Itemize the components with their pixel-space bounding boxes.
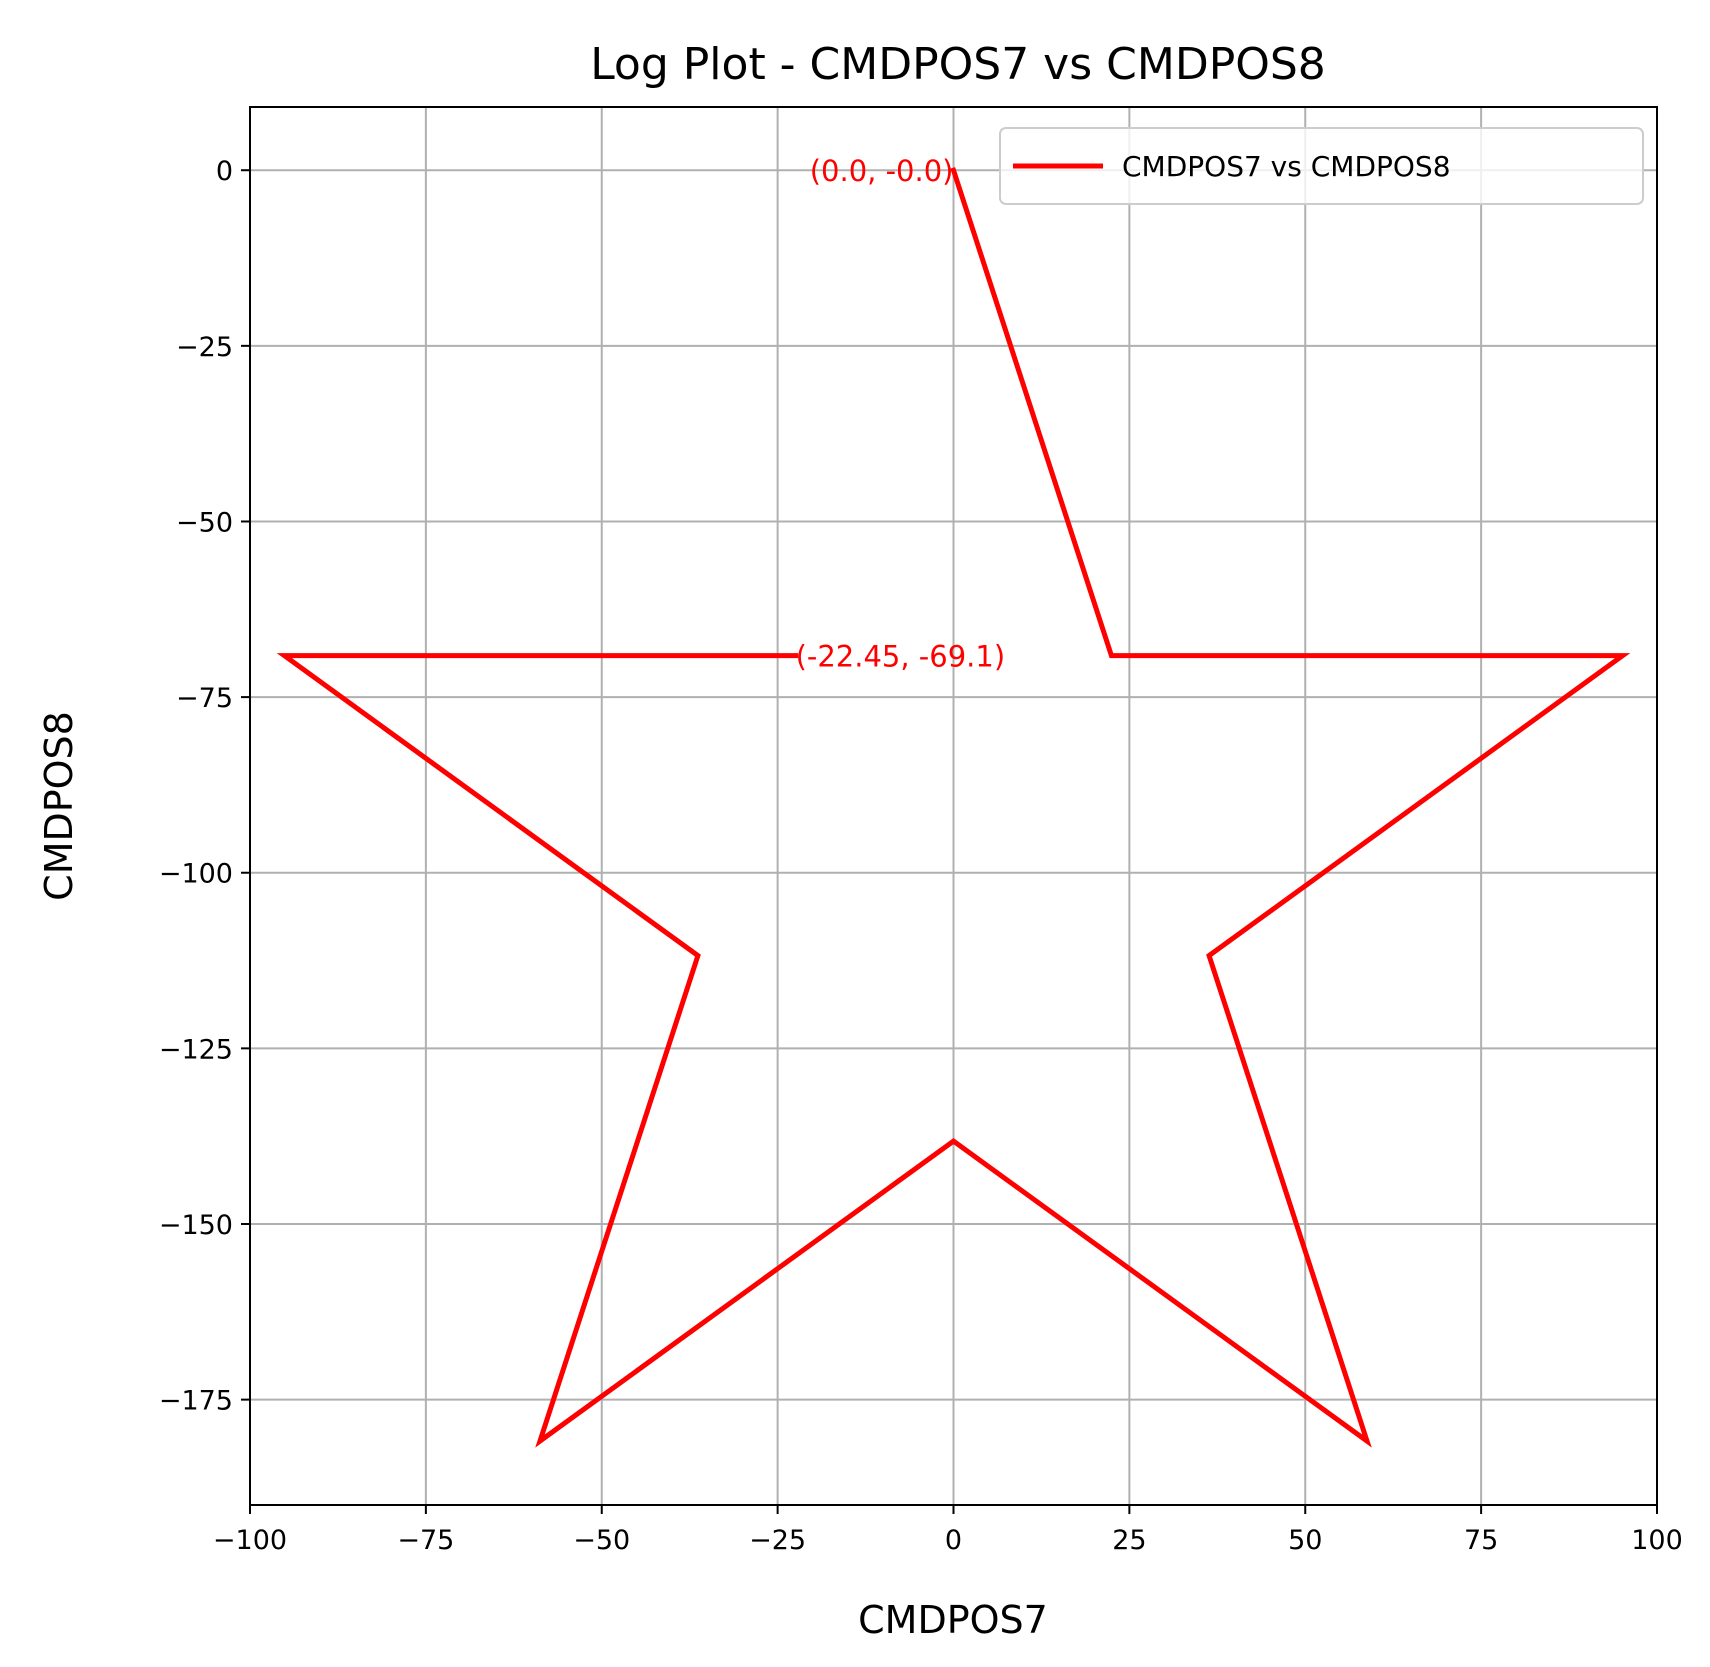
y-tick-label: −175 <box>159 1386 233 1417</box>
y-axis-label: CMDPOS8 <box>37 711 81 901</box>
chart-title: Log Plot - CMDPOS7 vs CMDPOS8 <box>590 39 1326 90</box>
axis-ticks: −100 −75 −50 −25 0 25 50 75 100 0 −25 −50 −75 −100 −12… <box>159 156 1683 1556</box>
x-tick-label: 50 <box>1288 1525 1322 1556</box>
x-tick-label: −25 <box>749 1525 806 1556</box>
point-annotation: (-22.45, -69.1) <box>796 640 1006 674</box>
series-line <box>276 167 1631 1448</box>
y-tick-label: −150 <box>159 1210 233 1241</box>
y-tick-label: 0 <box>216 156 233 187</box>
x-axis-label: CMDPOS7 <box>858 1598 1048 1642</box>
x-tick-label: 25 <box>1112 1525 1146 1556</box>
x-tick-label: 75 <box>1464 1525 1498 1556</box>
point-annotation: (0.0, -0.0) <box>810 154 954 188</box>
series-lines <box>276 167 1631 1448</box>
x-tick-label: 100 <box>1631 1525 1683 1556</box>
y-tick-label: −75 <box>176 683 233 714</box>
grid-lines <box>249 107 1658 1505</box>
legend-box <box>999 127 1644 205</box>
annotations: (0.0, -0.0) (-22.45, -69.1) <box>796 154 1006 673</box>
legend-label: CMDPOS7 vs CMDPOS8 <box>1122 150 1451 183</box>
y-tick-label: −125 <box>159 1034 233 1065</box>
x-tick-label: −100 <box>213 1525 287 1556</box>
x-tick-label: 0 <box>945 1525 962 1556</box>
y-tick-label: −50 <box>176 507 233 538</box>
y-tick-label: −25 <box>176 332 233 363</box>
legend: CMDPOS7 vs CMDPOS8 <box>999 127 1644 205</box>
x-tick-label: −75 <box>397 1525 454 1556</box>
x-tick-label: −50 <box>573 1525 630 1556</box>
y-tick-label: −100 <box>159 859 233 890</box>
